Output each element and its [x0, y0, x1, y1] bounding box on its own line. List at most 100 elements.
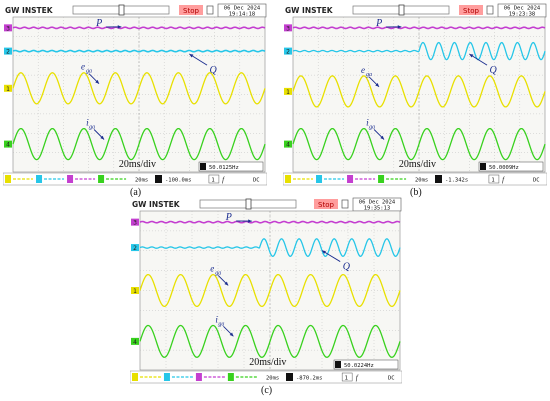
label-e-sub: ga	[215, 270, 221, 276]
channel-marker-text: 4	[6, 142, 10, 149]
panel-label-b: (b)	[410, 187, 422, 198]
label-i: i	[366, 118, 369, 128]
footer-channel-chip	[36, 175, 43, 183]
timebase-text: 20ms	[266, 376, 279, 382]
channel-marker-1	[4, 84, 12, 92]
time-text: 19:23:38	[509, 12, 536, 18]
frequency-text: 50.0125Hz	[209, 165, 239, 171]
trigger-slope-symbol: f	[502, 176, 505, 184]
label-p: P	[95, 18, 102, 29]
offset-icon	[435, 175, 442, 183]
record-position-marker	[118, 4, 125, 16]
footer-channel-chip	[378, 175, 385, 183]
label-q: Q	[210, 65, 218, 76]
label-i-sub: ga	[89, 125, 95, 131]
channel-marker-4	[131, 337, 139, 345]
channel-marker-1	[131, 287, 139, 294]
trigger-slope-symbol: f	[356, 374, 359, 382]
date-text: 06 Dec 2024	[224, 6, 261, 12]
channel-marker-2	[284, 47, 292, 55]
stop-label: Stop	[318, 201, 334, 209]
channel-marker-text: 3	[133, 220, 137, 227]
date-text: 06 Dec 2024	[504, 6, 541, 12]
stop-label: Stop	[463, 7, 479, 15]
frequency-box	[478, 161, 544, 172]
channel-marker-1	[284, 87, 292, 95]
trigger-source-box	[208, 174, 220, 184]
trace-i-ga	[12, 127, 266, 161]
footer-channel-chip	[5, 175, 11, 183]
panel-label-a: (a)	[130, 187, 142, 198]
trigger-source-text: 1	[345, 376, 348, 382]
trace-Q	[139, 238, 401, 257]
trigger-coupling-text: DC	[533, 178, 540, 184]
label-i-sub: ga	[218, 321, 224, 327]
frequency-icon	[335, 361, 341, 368]
trigger-source-text: 1	[491, 178, 494, 184]
frequency-box	[333, 359, 399, 370]
trigger-slope-symbol: f	[222, 176, 225, 184]
trace-i-ga	[139, 324, 401, 358]
timebase-text: 20ms	[415, 178, 428, 184]
stop-label: Stop	[183, 7, 199, 15]
channel-marker-text: 2	[133, 245, 137, 252]
footer-channel-chip	[195, 373, 202, 381]
trigger-source-box	[488, 174, 500, 184]
label-e-sub: ga	[86, 69, 92, 75]
offset-text: -870.2ms	[296, 376, 323, 382]
footer-channel-chip	[163, 373, 170, 381]
trace-P	[12, 26, 266, 30]
label-q: Q	[343, 262, 351, 273]
offset-icon	[286, 373, 293, 381]
label-e: e	[210, 263, 214, 273]
footer-channel-chip	[316, 175, 323, 183]
trigger-source-box	[341, 372, 353, 382]
channel-marker-2	[4, 47, 12, 55]
arrow-i-head	[229, 332, 234, 337]
record-position-marker	[398, 4, 405, 16]
channel-marker-3	[131, 218, 139, 226]
trigger-status-icon	[206, 5, 214, 15]
frequency-text: 50.0009Hz	[489, 165, 519, 171]
trace-P	[292, 26, 546, 30]
arrow-p-head	[397, 25, 402, 29]
channel-marker-text: 4	[133, 339, 137, 346]
offset-icon	[155, 175, 162, 183]
trace-e-ga	[292, 75, 546, 108]
label-i: i	[215, 314, 218, 324]
trigger-source-text: 1	[211, 178, 214, 184]
label-i: i	[86, 118, 89, 128]
time-text: 19:14:18	[229, 12, 256, 18]
time-div-caption: 20ms/div	[119, 159, 156, 170]
offset-text: -1.342s	[445, 178, 468, 184]
trace-i-ga	[292, 127, 546, 161]
trigger-coupling-text: DC	[253, 178, 260, 184]
footer-channel-chip	[132, 373, 138, 381]
footer-channel-chip	[227, 373, 234, 381]
footer-channel-chip	[67, 175, 74, 183]
brand-logo: GW INSTEK	[132, 200, 181, 209]
trace-Q	[12, 49, 266, 53]
trace-e-ga	[139, 273, 401, 308]
panel-label-c: (c)	[261, 385, 273, 396]
channel-marker-text: 2	[286, 49, 290, 56]
trace-Q	[292, 41, 546, 61]
trigger-status-icon	[486, 5, 494, 15]
label-q: Q	[490, 65, 498, 76]
time-div-caption: 20ms/div	[249, 357, 286, 368]
channel-marker-text: 1	[286, 89, 290, 96]
channel-marker-text: 3	[286, 25, 290, 32]
footer-channel-chip	[98, 175, 105, 183]
arrow-e-head	[224, 281, 229, 286]
label-e-sub: ga	[366, 72, 372, 78]
arrow-e-head	[375, 83, 380, 87]
footer-channel-chip	[347, 175, 354, 183]
trigger-status-icon	[341, 199, 349, 209]
trigger-coupling-text: DC	[388, 376, 395, 382]
